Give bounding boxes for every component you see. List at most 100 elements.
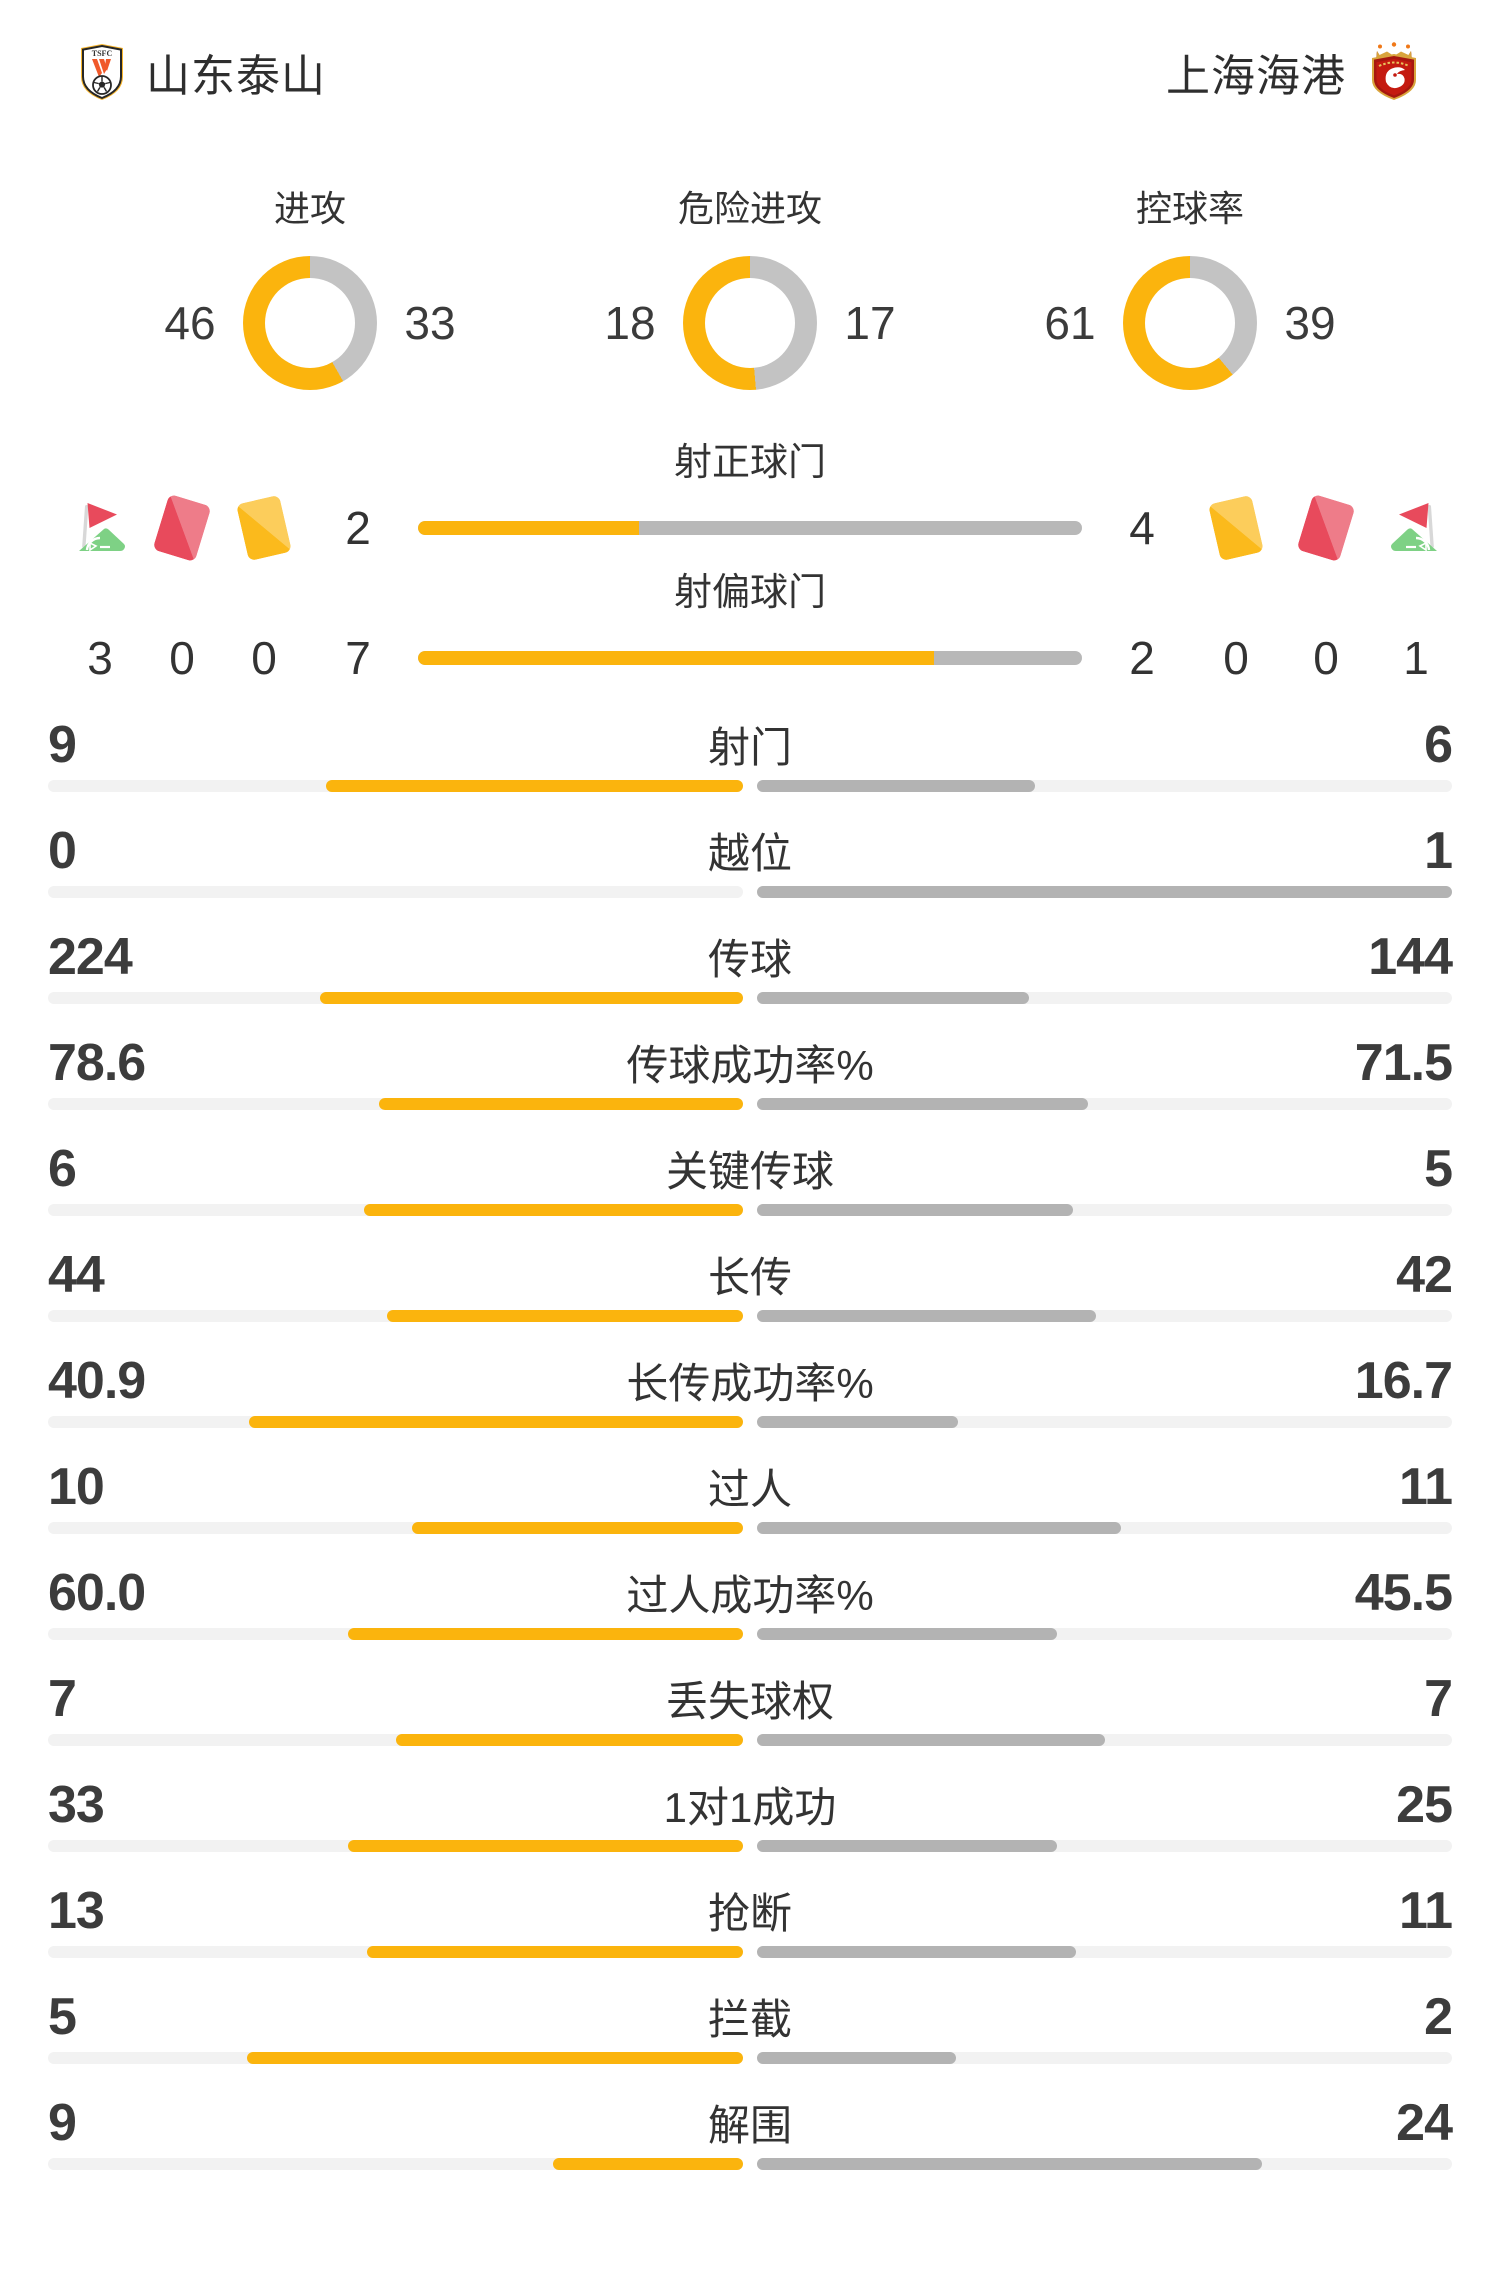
stat-away-value: 11 [1399, 1457, 1453, 1516]
stat-away-value: 71.5 [1354, 1033, 1453, 1092]
donut-label-dangerous-attack: 危险进攻 [677, 188, 822, 229]
donut-group-dangerous-attack: 危险进攻 18 17 [600, 180, 900, 390]
donut-home-value: 18 [604, 297, 656, 349]
home-team-name: 山东泰山 [146, 52, 326, 101]
stat-home-value: 60.0 [48, 1563, 146, 1622]
stat-away-fill [757, 1098, 1089, 1110]
stat-row-dribbles: 10 过人 11 [48, 1456, 1453, 1562]
stat-home-value: 40.9 [48, 1351, 146, 1410]
stat-away-value: 2 [1424, 1987, 1453, 2046]
corner-flag-icon [1388, 493, 1444, 563]
stat-home-value: 7 [48, 1669, 77, 1728]
donut-charts-section: 进攻 46 33 危险进攻 18 17 控球率 61 39 [48, 180, 1452, 390]
stat-away-value: 25 [1396, 1775, 1453, 1834]
stat-bar [48, 1416, 1452, 1428]
stat-bar [48, 1734, 1452, 1746]
stat-bar [48, 1522, 1452, 1534]
stats-list: 9 射门 6 0 越位 1 224 传球 144 78.6 传球成功率% 71.5 6 关键传球 5 44 长传… [48, 714, 1453, 2198]
stat-row-dribble-success: 60.0 过人成功率% 45.5 [48, 1562, 1453, 1668]
away-red-cards-count: 0 [1313, 632, 1339, 684]
yellow-card-icon [236, 493, 292, 563]
home-corners-count: 3 [87, 632, 113, 684]
stat-home-fill [379, 1098, 743, 1110]
stat-home-value: 6 [48, 1139, 77, 1198]
stat-away-fill [757, 1628, 1057, 1640]
stat-row-passes: 224 传球 144 [48, 926, 1453, 1032]
stat-home-fill [246, 2052, 743, 2064]
shots-off-target-label: 射偏球门 [673, 572, 826, 614]
away-yellow-cards-count: 0 [1223, 632, 1249, 684]
stat-label: 射门 [707, 724, 792, 771]
stat-home-value: 44 [48, 1245, 105, 1304]
stat-home-value: 9 [48, 715, 77, 774]
stat-row-clearances: 9 解围 24 [48, 2092, 1453, 2198]
stat-label: 关键传球 [665, 1148, 834, 1195]
shots-on-target-away-value: 4 [1129, 502, 1155, 554]
stat-bar [48, 780, 1452, 792]
stat-home-fill [412, 1522, 743, 1534]
stat-row-pass-accuracy: 78.6 传球成功率% 71.5 [48, 1032, 1453, 1138]
stat-home-fill [553, 2158, 743, 2170]
red-card-icon [1296, 493, 1356, 563]
stat-home-fill [249, 1416, 743, 1428]
away-corners-count: 1 [1403, 632, 1429, 684]
home-team: 山东泰山 [80, 40, 326, 104]
stat-away-fill [757, 1946, 1076, 1958]
shots-off-target-away-value: 2 [1129, 632, 1155, 684]
stat-away-fill [757, 886, 1452, 898]
stat-home-fill [366, 1946, 743, 1958]
stat-bar [48, 1310, 1452, 1322]
stat-away-fill [757, 780, 1035, 792]
stat-bar [48, 1204, 1452, 1216]
away-team-name: 上海海港 [1166, 52, 1346, 101]
donut-group-attack: 进攻 46 33 [160, 180, 460, 390]
stat-away-fill [757, 2052, 956, 2064]
donut-chart-attack [243, 256, 377, 390]
stat-away-value: 24 [1396, 2093, 1453, 2152]
stat-label: 长传成功率% [626, 1360, 874, 1407]
away-event-icons [1202, 493, 1452, 563]
stat-home-value: 0 [48, 821, 77, 880]
stat-away-fill [757, 1204, 1073, 1216]
stat-label: 抢断 [707, 1890, 792, 1937]
stat-away-value: 6 [1424, 715, 1453, 774]
match-header: 山东泰山 上海海港 [48, 40, 1452, 104]
content: 山东泰山 上海海港 进攻 46 33 危险进攻 18 17 控球率 61 39 射正球门 2 [0, 40, 1500, 2198]
home-event-counts: 3 0 0 [48, 631, 298, 685]
stat-home-fill [387, 1310, 743, 1322]
home-event-icons [48, 493, 298, 563]
stat-label: 传球成功率% [626, 1042, 874, 1089]
stat-home-value: 9 [48, 2093, 77, 2152]
stat-home-value: 33 [48, 1775, 105, 1834]
stat-away-fill [757, 1416, 959, 1428]
shots-off-target-home-fill [418, 651, 935, 665]
donut-home-value: 61 [1044, 297, 1096, 349]
stat-away-fill [757, 1734, 1105, 1746]
stat-row-long-balls: 44 长传 42 [48, 1244, 1453, 1350]
shots-on-target-home-value: 2 [345, 502, 371, 554]
stat-row-key-passes: 6 关键传球 5 [48, 1138, 1453, 1244]
stat-away-value: 144 [1368, 927, 1453, 986]
stat-away-fill [757, 1310, 1097, 1322]
stat-bar [48, 2052, 1452, 2064]
shots-on-target-bar [418, 521, 1082, 535]
stat-away-fill [757, 1522, 1122, 1534]
shots-section: 射正球门 2 4 射偏球门 [48, 440, 1452, 700]
donut-label-attack: 进攻 [273, 188, 346, 229]
stat-bar [48, 1098, 1452, 1110]
shots-off-target-row: 3 0 0 7 2 0 0 1 [48, 616, 1452, 700]
stat-home-value: 224 [48, 927, 133, 986]
stat-away-value: 7 [1424, 1669, 1453, 1728]
shots-off-target-home-value: 7 [345, 632, 371, 684]
stat-bar [48, 1840, 1452, 1852]
stat-row-offsides: 0 越位 1 [48, 820, 1453, 926]
stat-home-value: 5 [48, 1987, 77, 2046]
stat-away-value: 16.7 [1354, 1351, 1453, 1410]
stat-label: 1对1成功 [663, 1784, 837, 1831]
donut-home-value: 46 [164, 297, 216, 349]
stat-label: 过人 [707, 1466, 792, 1513]
donut-chart-possession [1123, 256, 1257, 390]
stat-away-value: 42 [1396, 1245, 1453, 1304]
stat-away-value: 5 [1424, 1139, 1453, 1198]
shots-on-target-row: 2 4 [48, 486, 1452, 570]
